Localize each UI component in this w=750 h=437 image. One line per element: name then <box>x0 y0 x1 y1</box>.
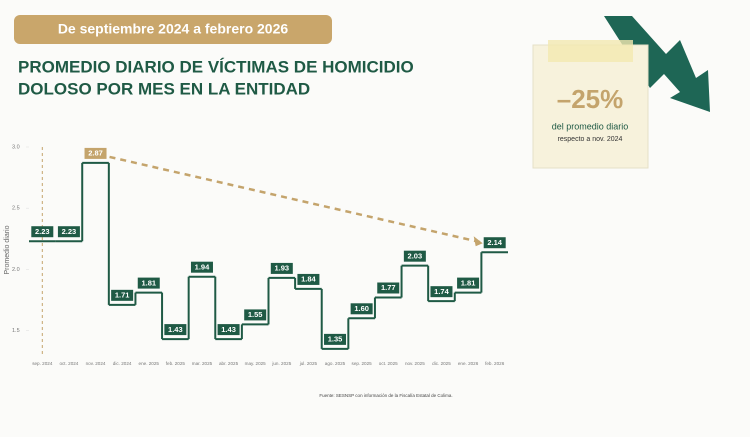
value-label-box <box>270 262 293 274</box>
value-label: 1.43 <box>221 325 236 334</box>
callout-text: respecto a nov. 2024 <box>558 136 623 143</box>
x-tick-label: feb. 2025 <box>166 361 186 366</box>
value-label: 1.74 <box>434 287 449 296</box>
value-label-box <box>111 289 134 301</box>
value-label-box <box>137 277 160 289</box>
x-tick-label: ene. 2025 <box>139 361 160 366</box>
x-tick-label: sep. 2025 <box>352 361 373 366</box>
callout-card <box>532 44 649 169</box>
value-label-box <box>57 226 80 238</box>
x-tick-label: dic. 2024 <box>113 361 132 366</box>
value-label-box <box>430 286 453 298</box>
value-label: 1.81 <box>461 278 476 287</box>
x-tick-label: dic. 2025 <box>432 361 451 366</box>
y-axis-label: Promedio diario <box>4 225 11 274</box>
value-label-box <box>190 261 213 273</box>
value-label-box <box>164 324 187 336</box>
value-label: 1.71 <box>115 291 130 300</box>
callout-value: –25% <box>557 84 624 114</box>
x-tick-label: oct. 2024 <box>59 361 78 366</box>
value-label-box <box>457 277 480 289</box>
x-tick-label: nov. 2024 <box>86 361 106 366</box>
value-label: 1.43 <box>168 325 183 334</box>
x-tick-label: abr. 2025 <box>219 361 239 366</box>
trend-arrowhead <box>473 236 483 247</box>
period-banner <box>14 15 332 44</box>
x-tick-label: may. 2025 <box>245 361 267 366</box>
value-label: 1.35 <box>328 335 343 344</box>
value-label: 2.14 <box>487 238 502 247</box>
x-tick-label: jul. 2025 <box>299 361 318 366</box>
value-label: 1.60 <box>354 304 369 313</box>
x-tick-label: nov. 2025 <box>405 361 425 366</box>
value-label-box <box>84 147 107 159</box>
value-label: 1.81 <box>141 278 156 287</box>
value-label-box <box>217 324 240 336</box>
value-label: 1.77 <box>381 283 396 292</box>
value-label-box <box>324 333 347 345</box>
callout-text: del promedio diario <box>552 121 629 131</box>
value-label: 2.03 <box>408 251 423 260</box>
value-label-box <box>403 250 426 262</box>
x-tick-label: ene. 2026 <box>458 361 479 366</box>
value-label-box <box>377 282 400 294</box>
value-label: 2.23 <box>35 227 50 236</box>
value-label-box <box>31 226 54 238</box>
value-label: 2.23 <box>62 227 77 236</box>
value-label: 1.84 <box>301 275 316 284</box>
trend-line <box>109 155 481 244</box>
chart-title: PROMEDIO DIARIO DE VÍCTIMAS DE HOMICIDIO <box>18 57 414 76</box>
y-tick-label: 2.0 <box>12 267 20 273</box>
value-label: 1.93 <box>275 264 290 273</box>
chart-title: DOLOSO POR MES EN LA ENTIDAD <box>18 79 310 98</box>
tape <box>548 40 633 62</box>
x-tick-label: oct. 2025 <box>379 361 398 366</box>
value-label-box <box>350 303 373 315</box>
x-tick-label: ago. 2025 <box>325 361 346 366</box>
x-tick-label: feb. 2026 <box>485 361 505 366</box>
y-tick-label: 2.5 <box>12 206 20 212</box>
value-label: 1.94 <box>195 262 210 271</box>
x-tick-label: sep. 2024 <box>32 361 53 366</box>
value-label: 2.87 <box>88 149 103 158</box>
y-tick-label: 3.0 <box>12 144 20 150</box>
value-label-box <box>244 309 267 321</box>
value-label: 1.55 <box>248 310 263 319</box>
value-label-box <box>297 273 320 285</box>
y-tick-label: 1.5 <box>12 328 20 334</box>
source-note: Fuente: SESNSP con información de la Fis… <box>319 393 452 398</box>
value-label-box <box>483 237 506 249</box>
period-text: De septiembre 2024 a febrero 2026 <box>58 21 289 37</box>
x-tick-label: mar. 2025 <box>192 361 213 366</box>
x-tick-label: jun. 2025 <box>271 361 291 366</box>
